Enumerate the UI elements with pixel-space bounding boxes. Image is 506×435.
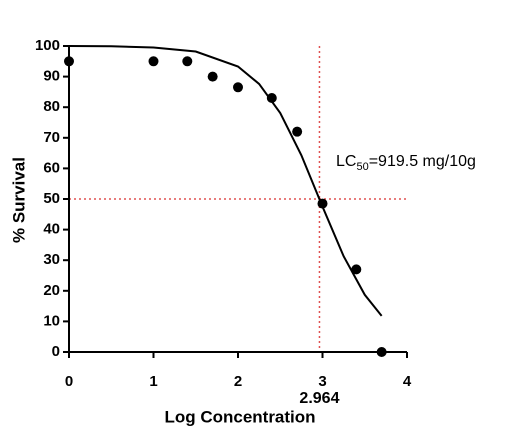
y-tick-label: 70 — [43, 129, 60, 146]
data-point — [64, 56, 74, 67]
reference-vline-label: 2.964 — [299, 390, 339, 407]
x-tick-label: 3 — [318, 373, 326, 390]
data-point — [351, 264, 362, 275]
y-tick-label: 10 — [43, 312, 60, 329]
annotation-suffix: =919.5 mg/10g — [369, 153, 476, 170]
data-point — [292, 126, 303, 137]
y-axis-label: % Survival — [9, 157, 28, 243]
fit-curve — [68, 45, 383, 317]
x-tick-label: 0 — [65, 373, 73, 390]
data-point — [233, 82, 243, 93]
y-tick-label: 90 — [43, 68, 60, 85]
x-tick-label: 1 — [149, 373, 157, 390]
annotation-subscript: 50 — [356, 161, 368, 173]
y-tick-label: 40 — [43, 221, 60, 238]
annotation-prefix: LC — [336, 153, 356, 170]
y-tick-label: 80 — [43, 98, 60, 115]
y-tick-label: 50 — [43, 190, 60, 207]
y-tick-label: 30 — [43, 251, 60, 268]
data-point — [317, 198, 328, 209]
x-tick-label: 4 — [403, 373, 412, 390]
data-point — [148, 56, 159, 67]
data-point — [182, 56, 193, 67]
data-point — [266, 93, 277, 104]
y-tick-label: 0 — [52, 343, 60, 360]
y-tick-label: 100 — [35, 37, 60, 54]
x-axis-label: Log Concentration — [164, 407, 315, 426]
data-point — [376, 347, 387, 357]
data-point — [207, 71, 218, 82]
annotation: LC50=919.5 mg/10g — [336, 153, 476, 173]
x-tick-label: 2 — [234, 373, 242, 390]
y-tick-label: 60 — [43, 159, 60, 176]
y-tick-label: 20 — [43, 282, 60, 299]
